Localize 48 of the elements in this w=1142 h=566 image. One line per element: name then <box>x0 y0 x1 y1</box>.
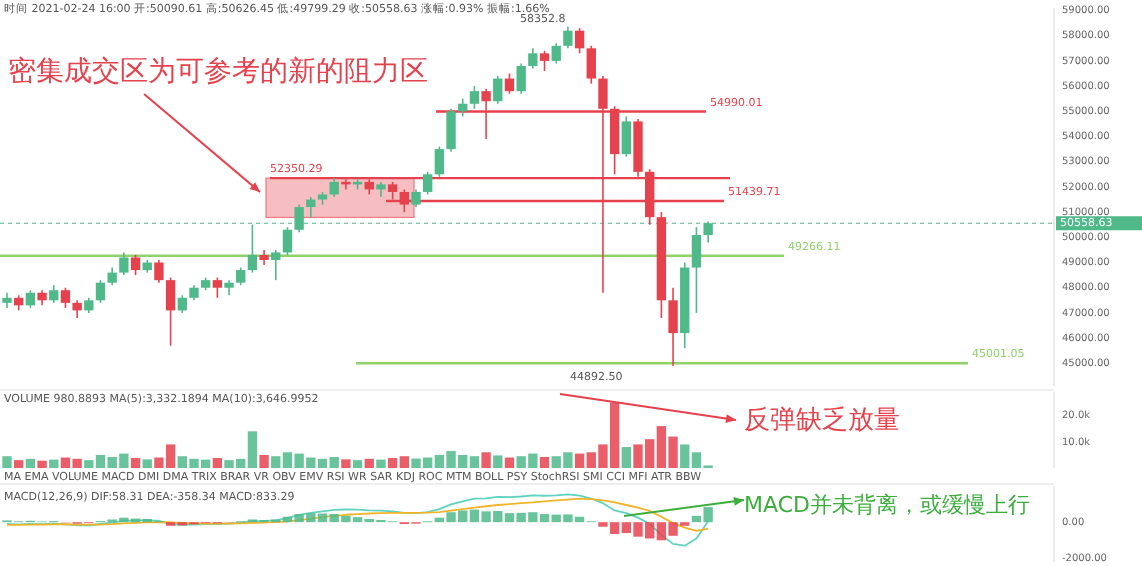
bar <box>504 457 515 468</box>
candlestick <box>574 27 585 55</box>
bar <box>25 458 36 468</box>
candlestick <box>504 72 515 95</box>
bar <box>49 459 59 468</box>
bar <box>37 460 47 468</box>
bar <box>130 458 141 468</box>
candlestick <box>423 171 433 196</box>
candlestick <box>563 26 573 50</box>
candlestick <box>493 75 503 105</box>
bar <box>364 458 374 468</box>
candlestick <box>469 85 480 110</box>
bar <box>341 459 351 468</box>
bar <box>493 455 503 468</box>
candlestick <box>60 286 71 309</box>
bar <box>481 452 491 468</box>
candlestick <box>212 276 223 299</box>
candlestick <box>119 251 129 276</box>
annotation: MACD并未背离，或缓慢上行 <box>744 492 1030 518</box>
candlestick <box>586 45 596 85</box>
candlestick <box>247 223 258 274</box>
candlestick <box>165 276 176 347</box>
candlestick <box>154 259 164 284</box>
candlestick <box>539 50 550 72</box>
bar <box>539 456 550 468</box>
annotation: 反弹缺乏放量 <box>744 406 900 436</box>
candlestick <box>95 279 106 304</box>
line-series <box>6 493 710 547</box>
bar <box>352 460 363 468</box>
bar <box>621 447 631 468</box>
bar <box>142 459 152 468</box>
candlestick <box>528 47 538 70</box>
candlestick <box>434 145 445 178</box>
candlestick <box>516 62 526 95</box>
bar <box>259 454 269 468</box>
candlestick <box>621 115 631 158</box>
bar <box>212 458 223 468</box>
bar <box>376 459 386 468</box>
candlestick <box>282 226 293 256</box>
candlestick <box>551 42 561 65</box>
candlestick <box>130 254 141 276</box>
annotation: 密集成交区为可参考的新的阻力区 <box>8 56 428 88</box>
candlestick <box>271 249 281 281</box>
candlestick <box>329 177 339 198</box>
candlestick <box>446 108 456 153</box>
candlestick <box>668 286 678 367</box>
bar <box>14 460 24 468</box>
bar <box>2 456 12 468</box>
